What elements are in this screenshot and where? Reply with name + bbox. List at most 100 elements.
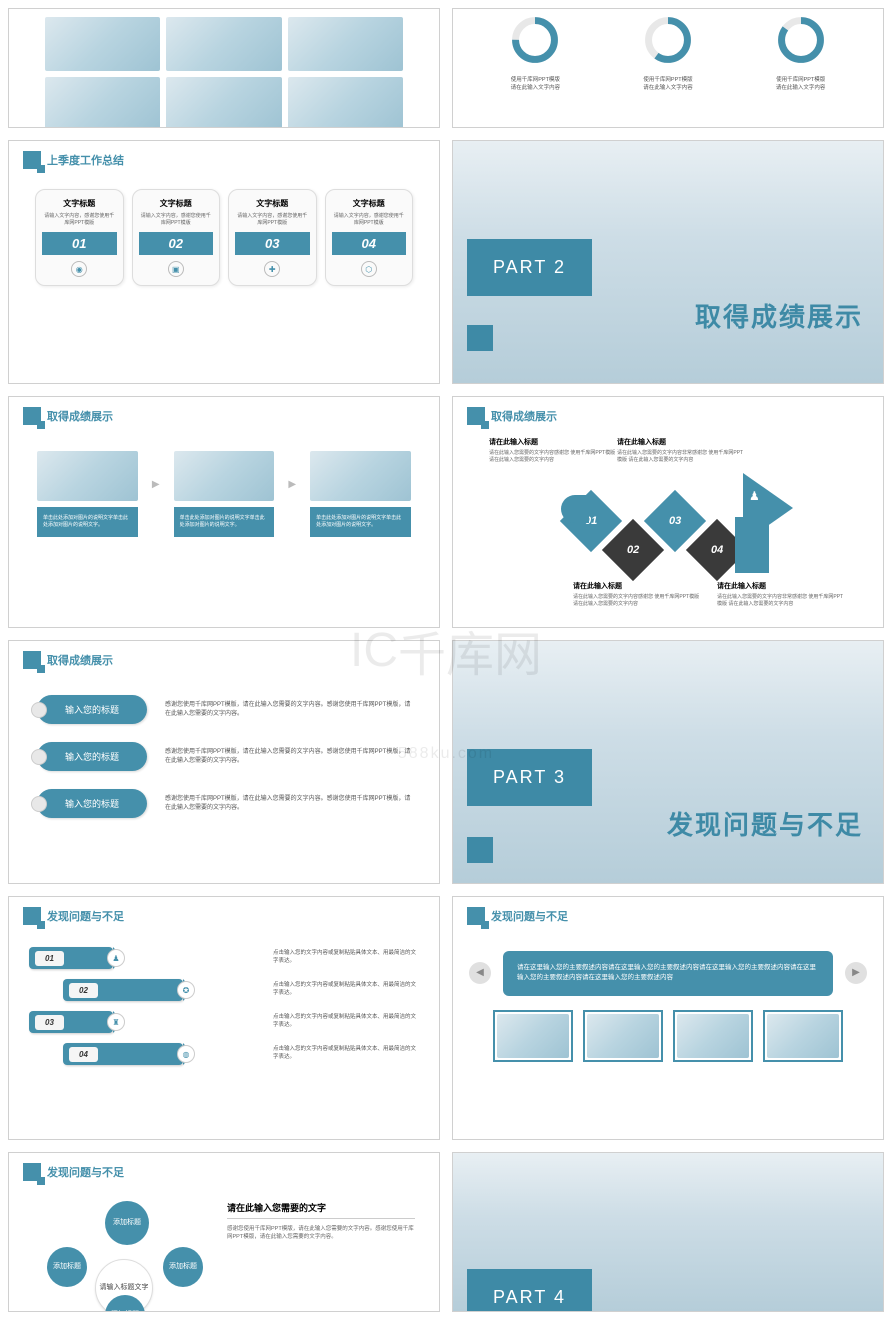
- arrow-body: [735, 517, 769, 573]
- section-icon: [23, 1163, 41, 1181]
- arrow-bar: 01 ♟: [29, 947, 113, 969]
- pill-label: 输入您的标题: [37, 789, 147, 818]
- arrow-number: 04: [69, 1047, 98, 1062]
- part-title: 取得成绩展示: [695, 297, 863, 334]
- card-number: 03: [235, 232, 310, 255]
- pill-text: 感谢您使用千库网PPT模版，请在此输入您需要的文字内容。感谢您使用千库网PPT模…: [165, 701, 411, 719]
- slide-7: 取得成绩展示 输入您的标题感谢您使用千库网PPT模版，请在此输入您需要的文字内容…: [8, 640, 440, 884]
- thumb-image: [166, 17, 281, 71]
- arrow-row: 01 ♟ 点击输入您的文字内容或复制粘贴具体文本、用最简洁的文字表达。: [29, 947, 419, 969]
- part-title: 发现问题与不足: [667, 805, 863, 842]
- arrow-bar: 04 ◍: [63, 1043, 183, 1065]
- framed-image: [493, 1010, 573, 1062]
- section-title: 取得成绩展示: [47, 408, 113, 424]
- card-title: 文字标题: [235, 198, 310, 209]
- pill-row: 输入您的标题感谢您使用千库网PPT模版，请在此输入您需要的文字内容。感谢您使用千…: [37, 742, 411, 771]
- pill-text: 感谢您使用千库网PPT模版，请在此输入您需要的文字内容。感谢您使用千库网PPT模…: [165, 748, 411, 766]
- section-icon: [467, 907, 485, 925]
- prev-button[interactable]: ◀: [469, 962, 491, 984]
- donut-chart: [510, 15, 560, 65]
- section-icon: [467, 407, 485, 425]
- image-caption-item: 单击此处添加对图片的说明文字单击此处添加对图片的说明文字。: [174, 451, 275, 537]
- card-icon: ◉: [71, 261, 87, 277]
- thumb-image: [677, 1014, 749, 1058]
- chart-caption: 使用千库网PPT模版请在此输入文字内容: [734, 76, 867, 93]
- card-desc: 请输入文字内容，感谢您使用千库网PPT模版: [139, 213, 214, 226]
- arrow-text: 点击输入您的文字内容或复制粘贴具体文本、用最简洁的文字表达。: [273, 982, 419, 997]
- item-caption: 单击此处添加对图片的说明文字单击此处添加对图片的说明文字。: [310, 507, 411, 537]
- card-desc: 请输入文字内容，感谢您使用千库网PPT模版: [235, 213, 310, 226]
- arrow-text: 点击输入您的文字内容或复制粘贴具体文本、用最简洁的文字表达。: [273, 950, 419, 965]
- slide-part4: PART 4: [452, 1152, 884, 1312]
- arrow-icon: ◍: [177, 1045, 195, 1063]
- slide-part2: PART 2 取得成绩展示: [452, 140, 884, 384]
- step-card: 文字标题 请输入文字内容，感谢您使用千库网PPT模版 03 ✚: [228, 189, 317, 286]
- slide-2: 使用千库网PPT模版请在此输入文字内容 使用千库网PPT模版请在此输入文字内容 …: [452, 8, 884, 128]
- slide-part3: PART 3 发现问题与不足: [452, 640, 884, 884]
- section-title: 上季度工作总结: [47, 152, 124, 168]
- image-caption-item: 单击此处添加对图片的说明文字单击此处添加对图片的说明文字。: [310, 451, 411, 537]
- card-icon: ⬡: [361, 261, 377, 277]
- curve-start: [561, 495, 589, 523]
- arrow-icon: ▶: [288, 479, 296, 490]
- pill-label: 输入您的标题: [37, 695, 147, 724]
- framed-image: [673, 1010, 753, 1062]
- arrow-number: 03: [35, 1015, 64, 1030]
- thumb-image: [166, 77, 281, 128]
- chart-caption: 使用千库网PPT模版请在此输入文字内容: [602, 76, 735, 93]
- thumb-image: [288, 17, 403, 71]
- section-title: 发现问题与不足: [491, 908, 568, 924]
- text-block: 请在此输入标题请在此输入您需要的文字内容非常感谢您 使用千库网PPT模版 请在此…: [717, 581, 847, 608]
- card-number: 02: [139, 232, 214, 255]
- framed-image: [763, 1010, 843, 1062]
- thumb-image: [45, 17, 160, 71]
- card-title: 文字标题: [139, 198, 214, 209]
- item-image: [174, 451, 275, 501]
- text-block: 请在此输入标题请在此输入您需要的文字内容非常感谢您 使用千库网PPT模版 请在此…: [617, 437, 747, 464]
- slide-10: 发现问题与不足 ◀ ▶ 请在这里输入您的主要叙述内容请在这里输入您的主要叙述内容…: [452, 896, 884, 1140]
- card-icon: ▣: [168, 261, 184, 277]
- pill-text: 感谢您使用千库网PPT模版，请在此输入您需要的文字内容。感谢您使用千库网PPT模…: [165, 795, 411, 813]
- item-image: [37, 451, 138, 501]
- arrow-row: 04 ◍ 点击输入您的文字内容或复制粘贴具体文本、用最简洁的文字表达。: [29, 1043, 419, 1065]
- card-icon: ✚: [264, 261, 280, 277]
- item-image: [310, 451, 411, 501]
- item-caption: 单击此处添加对图片的说明文字单击此处添加对图片的说明文字。: [37, 507, 138, 537]
- circle-node: 添加标题: [105, 1201, 149, 1245]
- card-desc: 请输入文字内容，感谢您使用千库网PPT模版: [332, 213, 407, 226]
- thumb-image: [288, 77, 403, 128]
- slide-6: 取得成绩展示 请在此输入标题请在此输入您需要的文字内容感谢您 使用千库网PPT模…: [452, 396, 884, 628]
- thumb-image: [767, 1014, 839, 1058]
- item-caption: 单击此处添加对图片的说明文字单击此处添加对图片的说明文字。: [174, 507, 275, 537]
- arrow-text: 点击输入您的文字内容或复制粘贴具体文本、用最简洁的文字表达。: [273, 1014, 419, 1029]
- arrow-icon: ✪: [177, 981, 195, 999]
- step-card: 文字标题 请输入文字内容，感谢您使用千库网PPT模版 02 ▣: [132, 189, 221, 286]
- banner-text: ◀ ▶ 请在这里输入您的主要叙述内容请在这里输入您的主要叙述内容请在这里输入您的…: [503, 951, 833, 996]
- right-desc: 感谢您使用千库网PPT模版，请在此输入您需要的文字内容。感谢您使用千库网PPT模…: [227, 1225, 415, 1242]
- section-title: 发现问题与不足: [47, 908, 124, 924]
- part-label: PART 2: [467, 239, 592, 296]
- next-button[interactable]: ▶: [845, 962, 867, 984]
- circle-node: 添加标题: [47, 1247, 87, 1287]
- donut-chart: [643, 15, 693, 65]
- thumb-image: [587, 1014, 659, 1058]
- thumb-image: [45, 77, 160, 128]
- pill-label: 输入您的标题: [37, 742, 147, 771]
- arrow-icon: ♟: [107, 949, 125, 967]
- section-icon: [23, 151, 41, 169]
- chart-caption: 使用千库网PPT模版请在此输入文字内容: [469, 76, 602, 93]
- slide-11: 发现问题与不足 请输入标题文字 添加标题添加标题添加标题添加标题 请在此输入您需…: [8, 1152, 440, 1312]
- part-label: PART 3: [467, 749, 592, 806]
- step-card: 文字标题 请输入文字内容，感谢您使用千库网PPT模版 01 ◉: [35, 189, 124, 286]
- framed-image: [583, 1010, 663, 1062]
- arrow-bar: 03 ♜: [29, 1011, 113, 1033]
- card-title: 文字标题: [332, 198, 407, 209]
- section-title: 取得成绩展示: [47, 652, 113, 668]
- slide-9: 发现问题与不足 01 ♟ 点击输入您的文字内容或复制粘贴具体文本、用最简洁的文字…: [8, 896, 440, 1140]
- card-number: 01: [42, 232, 117, 255]
- arrow-number: 02: [69, 983, 98, 998]
- arrow-row: 02 ✪ 点击输入您的文字内容或复制粘贴具体文本、用最简洁的文字表达。: [29, 979, 419, 1001]
- card-desc: 请输入文字内容，感谢您使用千库网PPT模版: [42, 213, 117, 226]
- pill-row: 输入您的标题感谢您使用千库网PPT模版，请在此输入您需要的文字内容。感谢您使用千…: [37, 789, 411, 818]
- thumb-image: [497, 1014, 569, 1058]
